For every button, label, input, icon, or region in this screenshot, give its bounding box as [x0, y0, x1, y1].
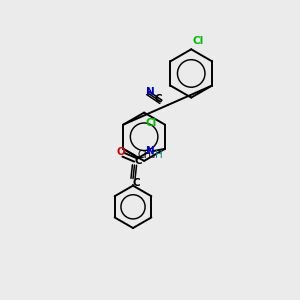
Text: N: N	[146, 146, 155, 156]
Text: Cl: Cl	[193, 36, 204, 46]
Text: Cl: Cl	[146, 118, 157, 128]
Text: O: O	[116, 147, 125, 157]
Text: CH₃: CH₃	[137, 150, 155, 161]
Text: C: C	[134, 156, 142, 166]
Text: C: C	[154, 94, 162, 104]
Text: H: H	[155, 150, 162, 160]
Text: C: C	[133, 178, 140, 188]
Text: N: N	[146, 87, 154, 97]
